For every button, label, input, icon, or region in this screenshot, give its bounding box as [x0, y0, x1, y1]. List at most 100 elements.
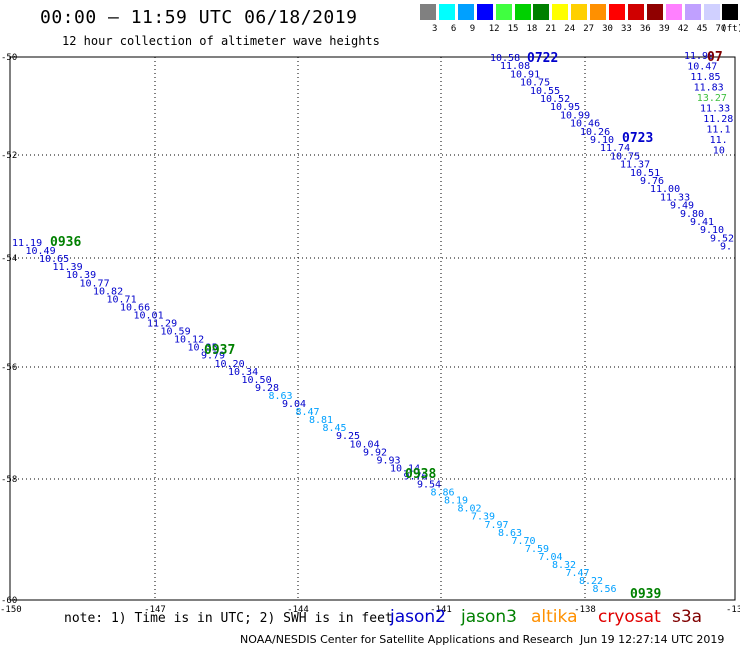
- legend-swatch: [609, 4, 625, 20]
- pass-time-label: 0938: [405, 467, 436, 482]
- wave-height-value: 11.00: [650, 184, 680, 195]
- wave-height-value: 10: [713, 146, 725, 157]
- page-subtitle: 12 hour collection of altimeter wave hei…: [62, 34, 380, 48]
- legend-label: 21: [545, 24, 557, 34]
- wave-height-value: 10.91: [510, 69, 540, 80]
- wave-height-value: 11.98: [684, 51, 714, 62]
- legend-label: 33: [621, 24, 632, 34]
- wave-height-value: 11.19: [12, 238, 42, 249]
- legend-label: 45: [696, 24, 708, 34]
- pass-time-label: 0936: [50, 235, 81, 250]
- legend-unit: (ft): [721, 24, 740, 34]
- wave-height-value: 11.74: [600, 143, 630, 154]
- wave-height-value: 10.47: [687, 62, 717, 73]
- wave-height-value: 9.76: [640, 176, 664, 187]
- mission-jason3: jason3: [461, 607, 517, 627]
- wave-height-value: 9.76: [404, 472, 428, 483]
- wave-height-value: 11.85: [690, 72, 720, 83]
- legend-label: 3: [432, 24, 438, 34]
- wave-height-value: 9.41: [690, 217, 714, 228]
- wave-height-value: 9.79: [201, 351, 225, 362]
- wave-height-value: 8.22: [579, 576, 603, 587]
- wave-height-value: 7.70: [512, 536, 536, 547]
- legend-swatch: [646, 4, 663, 20]
- legend-label: 18: [526, 24, 538, 34]
- footer-credit: NOAA/NESDIS Center for Satellite Applica…: [240, 633, 574, 646]
- legend-swatch: [571, 4, 588, 20]
- wave-height-value: 10.26: [580, 127, 610, 138]
- legend-swatch: [703, 4, 720, 20]
- legend-label: 9: [469, 24, 476, 34]
- wave-height-value: 9.93: [377, 455, 401, 466]
- wave-height-value: 11.83: [694, 83, 724, 94]
- wave-height-value: 8.63: [498, 528, 522, 539]
- wave-height-value: 10.35: [188, 343, 218, 354]
- pass-time-label: 0937: [204, 343, 235, 358]
- lat-tick-label: -52: [1, 151, 17, 161]
- lat-tick-label: -50: [1, 53, 17, 63]
- legend-swatch: [722, 4, 739, 20]
- wave-height-value: 11.33: [700, 104, 730, 115]
- mission-jason2: jason2: [390, 607, 446, 627]
- wave-height-value: 11.1: [706, 125, 730, 136]
- page-title: 00:00 – 11:59 UTC 06/18/2019: [40, 7, 358, 28]
- wave-height-value: 9.49: [670, 201, 694, 212]
- wave-height-value: 9.28: [255, 383, 279, 394]
- wave-height-value: 9.25: [336, 431, 360, 442]
- footer-timestamp: Jun 19 12:27:14 UTC 2019: [580, 633, 725, 646]
- legend-label: 70: [715, 24, 727, 34]
- wave-height-value: 10.58: [490, 53, 520, 64]
- legend-swatch: [552, 4, 569, 20]
- pass-time-label: 0722: [527, 51, 558, 66]
- wave-height-value: 8.63: [269, 391, 293, 402]
- wave-height-value: 7.97: [485, 520, 509, 531]
- wave-height-value: 10.52: [540, 94, 570, 105]
- lon-tick-label: -150: [0, 605, 22, 615]
- map-frame: [9, 56, 736, 601]
- wave-height-value: 8.47: [296, 407, 320, 418]
- wave-height-value: 10.04: [350, 439, 380, 450]
- wave-height-value: 10.49: [26, 246, 56, 257]
- wave-height-value: 11.29: [147, 319, 177, 330]
- wave-height-value: 10.59: [161, 327, 191, 338]
- wave-height-value: 11.37: [620, 160, 650, 171]
- wave-height-value: 8.86: [431, 488, 455, 499]
- wave-height-value: 10.75: [610, 151, 640, 162]
- wave-height-value: 10.39: [66, 270, 96, 281]
- wave-height-value: 10.46: [570, 119, 600, 130]
- legend-label: 12: [488, 24, 500, 34]
- lat-tick-label: -60: [1, 596, 17, 606]
- legend-label: 42: [677, 24, 689, 34]
- wave-height-value: 10.71: [107, 294, 137, 305]
- legend-label: 15: [507, 24, 519, 34]
- wave-height-value: 10.14: [390, 463, 420, 474]
- note-text: note: 1) Time is in UTC; 2) SWH is in fe…: [64, 611, 393, 626]
- wave-height-value: 10.50: [242, 375, 272, 386]
- wave-height-value: 10.34: [228, 367, 258, 378]
- legend-swatch: [457, 4, 474, 20]
- mission-cryosat: cryosat: [598, 607, 661, 627]
- pass-time-label: 07: [707, 50, 723, 65]
- legend-label: 24: [564, 24, 576, 34]
- lon-tick-label: -147: [144, 605, 166, 615]
- pass-time-label: 0939: [630, 587, 661, 602]
- legend-swatch: [665, 4, 682, 20]
- lat-tick-label: -58: [1, 475, 17, 485]
- wave-height-value: 9.10: [590, 135, 614, 146]
- pass-time-label: 0723: [622, 131, 653, 146]
- wave-height-value: 7.47: [566, 568, 590, 579]
- wave-height-value: 10.77: [80, 278, 110, 289]
- legend-swatch: [533, 4, 550, 20]
- wave-height-value: 9.04: [282, 399, 306, 410]
- legend-swatch: [514, 4, 531, 20]
- lat-tick-label: -54: [1, 254, 17, 264]
- legend-label: 6: [450, 24, 457, 34]
- legend-swatch: [476, 4, 493, 20]
- legend-swatch: [438, 4, 455, 20]
- wave-height-value: 10.51: [630, 168, 660, 179]
- wave-height-value: 11.28: [703, 114, 733, 125]
- lat-tick-label: -56: [1, 363, 17, 373]
- mission-s3a: s3a: [672, 607, 703, 627]
- lon-tick-label: -141: [430, 605, 452, 615]
